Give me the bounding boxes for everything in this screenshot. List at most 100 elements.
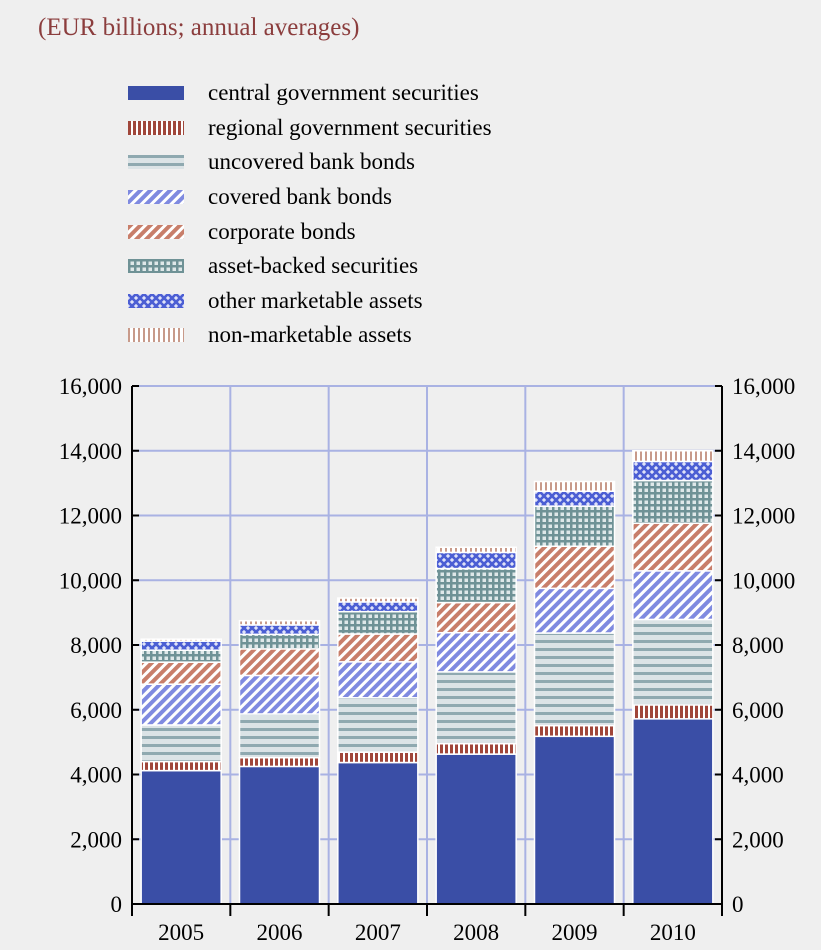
- legend-label-regional-government-securities: regional government securities: [208, 114, 492, 140]
- legend-swatch-uncovered-bank-bonds: [128, 155, 184, 170]
- bar-segment: [238, 624, 321, 636]
- legend-item: non-marketable assets: [128, 318, 492, 353]
- y-tick-label-right: 12,000: [732, 504, 795, 529]
- bar-segment: [533, 545, 616, 590]
- axes: [131, 385, 723, 916]
- bar-segment: [238, 756, 321, 768]
- bar-segment: [337, 761, 419, 905]
- bar-segment: [238, 765, 321, 905]
- legend-item: covered bank bonds: [128, 180, 492, 215]
- bar-segment: [337, 661, 419, 699]
- bar-segment: [632, 618, 714, 706]
- y-tick-label-right: 8,000: [732, 633, 784, 658]
- bar-segment: [337, 610, 419, 635]
- bar-segment: [238, 713, 321, 759]
- y-tick-label-left: 4,000: [70, 763, 122, 788]
- legend-label-covered-bank-bonds: covered bank bonds: [208, 184, 392, 210]
- bar-segment: [238, 674, 321, 715]
- legend-item: asset-backed securities: [128, 249, 492, 284]
- bar-segment: [533, 480, 616, 492]
- legend-swatch-central-government-securities: [128, 86, 184, 101]
- bar-segment: [435, 601, 517, 634]
- bar-segment: [435, 546, 517, 554]
- bar-segment: [533, 587, 616, 634]
- legend-label-other-marketable-assets: other marketable assets: [208, 287, 423, 313]
- x-tick-label: 2005: [158, 920, 204, 945]
- y-tick-label-right: 6,000: [732, 698, 784, 723]
- y-tick-label-right: 14,000: [732, 439, 795, 464]
- legend-label-non-marketable-assets: non-marketable assets: [208, 322, 412, 348]
- bars: [140, 450, 714, 905]
- bar-segment: [632, 460, 714, 482]
- bar-segment: [533, 735, 616, 905]
- legend-swatch-corporate-bonds: [128, 224, 184, 239]
- bar-segment: [140, 638, 222, 642]
- grid: [132, 385, 722, 904]
- bar-segment: [632, 450, 714, 463]
- bar-segment: [435, 742, 517, 755]
- bar-segment: [238, 619, 321, 626]
- bar-segment: [435, 753, 517, 905]
- tick-labels: 0 0 2,000 2,000 4,000 4,000 6,000 6,000 8,000 8,0…: [59, 374, 796, 945]
- legend-swatch-non-marketable-assets: [128, 328, 184, 343]
- bar-segment: [632, 718, 714, 905]
- x-tick-label: 2009: [552, 920, 598, 945]
- bar-segment: [435, 567, 517, 604]
- legend-item: other marketable assets: [128, 284, 492, 319]
- x-tick-label: 2008: [453, 920, 499, 945]
- x-tick-label: 2007: [355, 920, 401, 945]
- bar-segment: [533, 632, 616, 727]
- x-tick-label: 2010: [650, 920, 696, 945]
- bar-segment: [632, 479, 714, 525]
- y-tick-label-left: 14,000: [59, 439, 122, 464]
- y-tick-label-right: 2,000: [732, 827, 784, 852]
- y-tick-label-left: 6,000: [70, 698, 122, 723]
- legend-swatch-asset-backed-securities: [128, 259, 184, 274]
- bar-segment: [435, 631, 517, 673]
- bar-segment: [140, 760, 222, 772]
- y-tick-label-left: 8,000: [70, 633, 122, 658]
- bar-segment: [435, 671, 517, 745]
- legend-item: uncovered bank bonds: [128, 145, 492, 180]
- legend-label-corporate-bonds: corporate bonds: [208, 218, 356, 244]
- legend-item: central government securities: [128, 76, 492, 111]
- legend-item: corporate bonds: [128, 214, 492, 249]
- bar-segment: [337, 633, 419, 663]
- bar-segment: [238, 633, 321, 650]
- y-tick-label-left: 10,000: [59, 568, 122, 593]
- legend-label-uncovered-bank-bonds: uncovered bank bonds: [208, 149, 415, 175]
- bar-segment: [632, 570, 714, 621]
- bar-segment: [632, 704, 714, 720]
- legend-item: regional government securities: [128, 111, 492, 146]
- bar-segment: [140, 649, 222, 663]
- bar-segment: [140, 724, 222, 763]
- bar-segment: [533, 724, 616, 738]
- legend-swatch-other-marketable-assets: [128, 293, 184, 308]
- bar-segment: [337, 597, 419, 603]
- bar-segment: [140, 640, 222, 651]
- bar-segment: [632, 522, 714, 572]
- bar-segment: [435, 551, 517, 570]
- legend-label-central-government-securities: central government securities: [208, 80, 479, 106]
- y-tick-label-left: 12,000: [59, 504, 122, 529]
- bar-segment: [140, 683, 222, 726]
- legend: central government securities regional g…: [128, 76, 492, 353]
- y-tick-label-right: 4,000: [732, 763, 784, 788]
- bar-segment: [337, 601, 419, 613]
- y-tick-label-left: 2,000: [70, 827, 122, 852]
- bar-segment: [140, 769, 222, 905]
- x-tick-label: 2006: [257, 920, 303, 945]
- y-tick-label-right: 10,000: [732, 568, 795, 593]
- y-tick-label-right: 16,000: [732, 374, 795, 399]
- legend-swatch-regional-government-securities: [128, 120, 184, 135]
- bar-segment: [140, 661, 222, 685]
- bar-segment: [238, 648, 321, 677]
- legend-swatch-covered-bank-bonds: [128, 190, 184, 205]
- bar-segment: [337, 697, 419, 753]
- legend-label-asset-backed-securities: asset-backed securities: [208, 253, 419, 279]
- y-tick-label-right: 0: [732, 892, 744, 917]
- bar-segment: [533, 490, 616, 507]
- bar-segment: [533, 505, 616, 548]
